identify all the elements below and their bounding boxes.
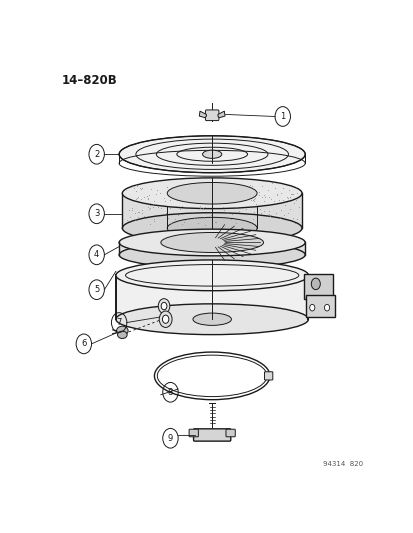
Ellipse shape: [119, 229, 304, 256]
Circle shape: [159, 311, 172, 327]
Polygon shape: [199, 111, 206, 118]
FancyBboxPatch shape: [189, 429, 198, 437]
Text: 6: 6: [81, 340, 86, 349]
Ellipse shape: [117, 331, 127, 338]
Circle shape: [309, 304, 314, 311]
Ellipse shape: [122, 178, 301, 208]
Text: 9: 9: [167, 434, 173, 443]
Text: 5: 5: [94, 285, 99, 294]
Ellipse shape: [116, 304, 308, 335]
Polygon shape: [119, 243, 304, 255]
FancyBboxPatch shape: [225, 429, 235, 437]
Circle shape: [162, 315, 169, 324]
Circle shape: [161, 302, 166, 310]
Text: 3: 3: [94, 209, 99, 218]
FancyBboxPatch shape: [205, 110, 218, 120]
Circle shape: [158, 298, 169, 313]
Ellipse shape: [122, 213, 301, 244]
Ellipse shape: [167, 182, 256, 204]
Text: 7: 7: [116, 318, 121, 327]
Polygon shape: [217, 111, 225, 118]
Ellipse shape: [119, 241, 304, 268]
Text: 14–820B: 14–820B: [61, 74, 117, 87]
Text: 1: 1: [280, 112, 285, 121]
Circle shape: [324, 304, 329, 311]
Ellipse shape: [202, 150, 221, 158]
Text: 2: 2: [94, 150, 99, 159]
Text: 94314  820: 94314 820: [322, 461, 362, 467]
Ellipse shape: [116, 326, 128, 335]
Ellipse shape: [161, 232, 263, 253]
Polygon shape: [122, 193, 301, 228]
Ellipse shape: [167, 217, 256, 239]
FancyBboxPatch shape: [264, 372, 272, 380]
Ellipse shape: [119, 136, 304, 173]
Text: 8: 8: [167, 388, 173, 397]
Ellipse shape: [116, 260, 308, 290]
Text: 4: 4: [94, 251, 99, 259]
Circle shape: [311, 278, 320, 289]
FancyBboxPatch shape: [304, 273, 332, 298]
Ellipse shape: [192, 313, 231, 325]
FancyBboxPatch shape: [193, 429, 230, 441]
FancyBboxPatch shape: [306, 295, 334, 317]
Polygon shape: [116, 276, 308, 319]
